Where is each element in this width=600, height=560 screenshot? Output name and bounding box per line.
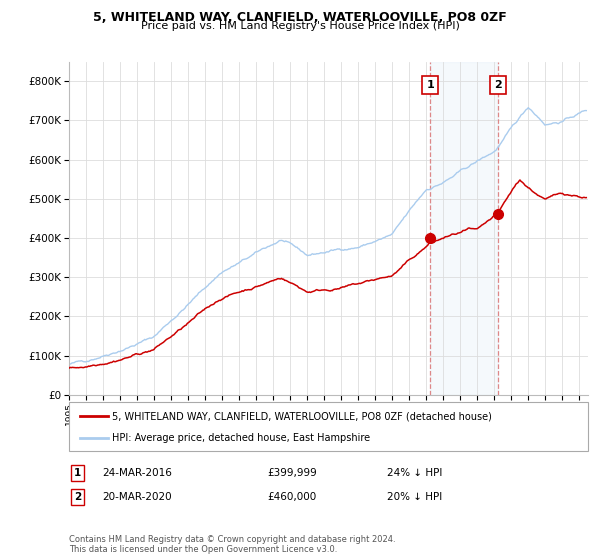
Text: 24-MAR-2016: 24-MAR-2016 — [102, 468, 172, 478]
Text: 1: 1 — [74, 468, 81, 478]
Text: 5, WHITELAND WAY, CLANFIELD, WATERLOOVILLE, PO8 0ZF: 5, WHITELAND WAY, CLANFIELD, WATERLOOVIL… — [93, 11, 507, 24]
Text: £399,999: £399,999 — [267, 468, 317, 478]
Text: 5, WHITELAND WAY, CLANFIELD, WATERLOOVILLE, PO8 0ZF (detached house): 5, WHITELAND WAY, CLANFIELD, WATERLOOVIL… — [112, 411, 492, 421]
Text: 2: 2 — [494, 80, 502, 90]
Text: 2: 2 — [74, 492, 81, 502]
Bar — [430, 62, 498, 395]
Text: Price paid vs. HM Land Registry's House Price Index (HPI): Price paid vs. HM Land Registry's House … — [140, 21, 460, 31]
Text: 24% ↓ HPI: 24% ↓ HPI — [387, 468, 442, 478]
Text: 20-MAR-2020: 20-MAR-2020 — [102, 492, 172, 502]
Text: HPI: Average price, detached house, East Hampshire: HPI: Average price, detached house, East… — [112, 433, 370, 444]
Text: 1: 1 — [426, 80, 434, 90]
Text: Contains HM Land Registry data © Crown copyright and database right 2024.
This d: Contains HM Land Registry data © Crown c… — [69, 535, 395, 554]
Text: 20% ↓ HPI: 20% ↓ HPI — [387, 492, 442, 502]
Text: £460,000: £460,000 — [267, 492, 316, 502]
